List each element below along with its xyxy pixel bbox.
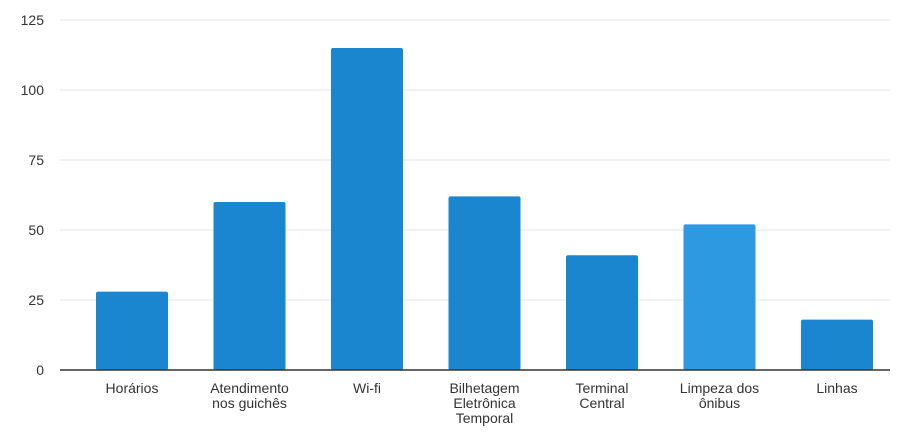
x-category-label-line: Atendimento (210, 380, 289, 396)
x-category-label: Linhas (816, 380, 857, 396)
y-tick-label: 25 (28, 292, 44, 308)
x-category-label-line: ônibus (699, 395, 740, 411)
y-tick-label: 125 (21, 12, 45, 28)
x-category-label: Horários (106, 380, 159, 396)
x-category-label-line: Central (579, 395, 624, 411)
bar (96, 291, 168, 370)
y-tick-label: 100 (21, 82, 45, 98)
bar (448, 196, 521, 370)
x-category-label-line: Limpeza dos (680, 380, 759, 396)
x-category-label: Terminal Central (576, 380, 629, 411)
x-category-label: Atendimento nos guichês (210, 380, 289, 411)
x-category-label-line: Eletrônica (453, 395, 515, 411)
x-category-label-line: Wi-fi (353, 380, 381, 396)
y-axis-ticks: 0 25 50 75 100 125 (21, 12, 45, 378)
x-category-label-line: Temporal (456, 410, 514, 426)
x-axis-labels: Horários Atendimento nos guichês Wi-fi Bilhe… (106, 380, 858, 426)
y-tick-label: 50 (28, 222, 44, 238)
bars (96, 48, 873, 370)
x-category-label-line: Terminal (576, 380, 629, 396)
bar (213, 202, 286, 370)
x-category-label-line: Linhas (816, 380, 857, 396)
x-category-label: Limpeza dos ônibus (680, 380, 759, 411)
bar (566, 255, 638, 370)
x-category-label-line: Horários (106, 380, 159, 396)
x-category-label: Wi-fi (353, 380, 381, 396)
x-category-label: Bilhetagem Eletrônica Temporal (449, 380, 519, 426)
bar (683, 224, 756, 370)
y-tick-label: 75 (28, 152, 44, 168)
x-category-label-line: Bilhetagem (449, 380, 519, 396)
x-category-label-line: nos guichês (212, 395, 287, 411)
y-tick-label: 0 (36, 362, 44, 378)
bar (801, 319, 873, 370)
bar (331, 48, 403, 370)
